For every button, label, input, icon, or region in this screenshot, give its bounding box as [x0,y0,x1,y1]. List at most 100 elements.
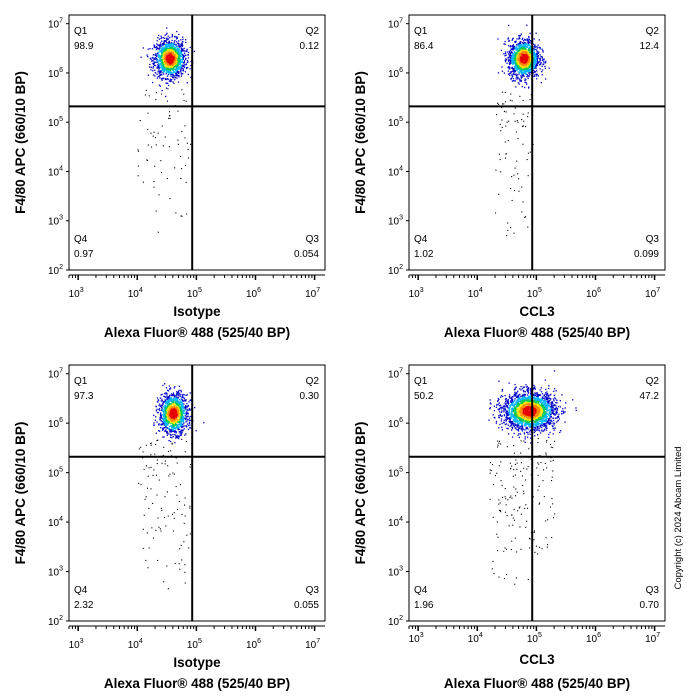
event-dot [518,51,519,52]
event-dot [536,70,537,71]
event-dot [519,71,520,72]
event-dot [186,418,187,419]
event-dot [508,67,509,68]
event-dot [203,422,204,423]
event-dot [516,44,517,45]
event-dot [182,62,183,63]
event-dot [518,178,519,179]
event-dot [179,563,180,564]
event-dot [170,72,171,73]
event-dot [177,400,178,401]
event-dot [172,53,173,54]
event-dot [509,410,510,411]
event-dot [163,50,164,51]
event-dot [540,54,541,55]
event-dot [498,104,499,105]
event-dot [138,151,139,152]
event-dot [521,59,522,60]
event-dot [501,120,502,121]
event-dot [184,394,185,395]
event-dot [174,66,175,67]
event-dot [179,429,180,430]
event-dot [159,72,160,73]
event-dot [171,55,172,56]
event-dot [527,66,528,67]
event-dot [500,130,501,131]
event-dot [162,44,163,45]
event-dot [542,57,543,58]
event-dot [183,408,184,409]
event-dot [534,44,535,45]
copyright-text: Copyright (c) 2024 Abcam Limited [673,446,684,589]
event-dot [510,71,511,72]
event-dot [153,44,154,45]
x-tick-label: 103 [69,638,84,651]
event-dot [172,34,173,35]
event-dot [524,45,525,46]
event-dot [521,63,522,64]
event-dot [506,235,507,236]
event-dot [515,63,516,64]
event-dot [176,41,177,42]
event-dot [161,41,162,42]
event-dot [159,404,160,405]
event-dot [178,66,179,67]
event-dot [175,69,176,70]
event-dot [164,70,165,71]
event-dot [517,78,518,79]
event-dot [525,78,526,79]
event-dot [160,531,161,532]
event-dot [189,508,190,509]
event-dot [182,416,183,417]
y-tick-label: 103 [388,215,403,228]
y-tick-label: 102 [388,264,403,277]
event-dot [519,83,520,84]
event-dot [181,75,182,76]
event-dot [180,390,181,391]
event-dot [167,178,168,179]
event-dot [189,506,190,507]
event-dot [168,50,169,51]
event-dot [509,57,510,58]
event-dot [160,528,161,529]
event-dot [524,64,525,65]
event-dot [529,75,530,76]
event-dot [519,80,520,81]
event-dot [157,54,158,55]
event-dot [170,61,171,62]
event-dot [146,90,147,91]
event-dot [525,69,526,70]
event-dot [161,52,162,53]
event-dot [169,51,170,52]
event-dot [179,548,180,549]
event-dot [505,101,506,102]
event-dot [166,71,167,72]
event-dot [184,399,185,400]
event-dot [496,114,497,115]
event-dot [160,44,161,45]
event-dot [533,70,534,71]
event-dot [170,414,171,415]
event-dot [156,440,157,441]
event-dot [516,161,517,162]
event-dot [165,40,166,41]
event-dot [156,410,157,411]
event-dot [503,103,504,104]
event-dot [186,412,187,413]
event-dot [183,65,184,66]
event-dot [168,451,169,452]
event-dot [179,501,180,502]
event-dot [157,560,158,561]
event-dot [180,53,181,54]
event-dot [179,54,180,55]
event-dot [149,64,150,65]
event-dot [501,412,502,413]
event-dot [527,40,528,41]
event-dot [521,211,522,212]
event-dot [190,47,191,48]
event-dot [163,78,164,79]
event-dot [176,58,177,59]
event-dot [545,62,546,63]
event-dot [177,53,178,54]
event-dot [179,412,180,413]
